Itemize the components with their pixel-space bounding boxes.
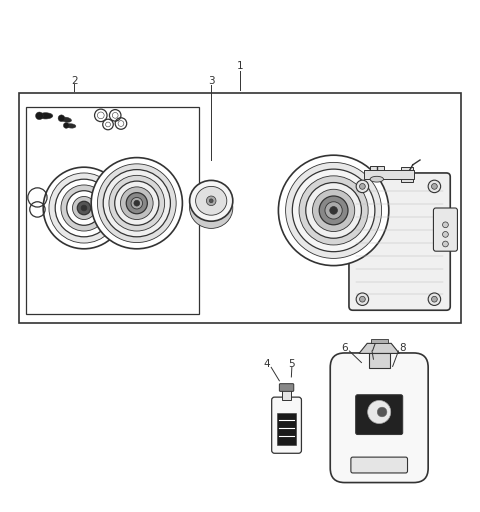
Bar bbox=[19, 93, 461, 323]
Circle shape bbox=[63, 122, 69, 129]
Circle shape bbox=[443, 222, 448, 228]
Ellipse shape bbox=[196, 186, 227, 215]
Circle shape bbox=[209, 199, 213, 203]
Text: 1: 1 bbox=[237, 61, 243, 71]
FancyBboxPatch shape bbox=[279, 383, 294, 391]
Circle shape bbox=[109, 175, 165, 231]
Ellipse shape bbox=[61, 117, 72, 122]
Text: 7: 7 bbox=[369, 343, 375, 353]
Circle shape bbox=[61, 185, 107, 231]
Ellipse shape bbox=[38, 113, 53, 119]
Ellipse shape bbox=[66, 124, 76, 128]
Ellipse shape bbox=[190, 180, 233, 221]
Ellipse shape bbox=[370, 176, 384, 182]
Circle shape bbox=[115, 181, 159, 225]
Circle shape bbox=[134, 200, 140, 206]
Circle shape bbox=[432, 183, 437, 189]
Circle shape bbox=[330, 206, 337, 214]
Bar bbox=[370, 166, 384, 179]
Circle shape bbox=[72, 197, 96, 220]
Circle shape bbox=[97, 164, 176, 243]
Circle shape bbox=[368, 400, 391, 423]
Bar bbox=[277, 414, 296, 444]
Circle shape bbox=[443, 231, 448, 237]
Bar bbox=[26, 107, 199, 313]
Circle shape bbox=[55, 179, 113, 237]
Circle shape bbox=[312, 189, 355, 231]
Circle shape bbox=[206, 196, 216, 206]
Bar bbox=[369, 353, 390, 368]
FancyBboxPatch shape bbox=[356, 395, 403, 435]
Circle shape bbox=[356, 180, 369, 193]
Circle shape bbox=[306, 183, 361, 238]
Circle shape bbox=[77, 201, 91, 215]
Circle shape bbox=[292, 169, 375, 252]
Circle shape bbox=[120, 187, 153, 220]
FancyBboxPatch shape bbox=[433, 208, 457, 251]
Text: 3: 3 bbox=[208, 76, 215, 86]
Circle shape bbox=[36, 112, 43, 120]
Bar bbox=[401, 167, 413, 182]
Circle shape bbox=[377, 407, 387, 417]
Circle shape bbox=[360, 183, 365, 189]
Circle shape bbox=[67, 191, 101, 225]
Text: 6: 6 bbox=[341, 343, 348, 353]
Circle shape bbox=[319, 196, 348, 225]
Circle shape bbox=[299, 176, 368, 245]
Circle shape bbox=[43, 167, 125, 249]
Circle shape bbox=[360, 296, 365, 302]
Circle shape bbox=[325, 202, 342, 219]
Circle shape bbox=[58, 115, 65, 122]
Text: 8: 8 bbox=[399, 343, 406, 353]
Ellipse shape bbox=[190, 187, 233, 228]
FancyBboxPatch shape bbox=[272, 397, 301, 453]
Circle shape bbox=[428, 293, 441, 306]
FancyBboxPatch shape bbox=[351, 457, 408, 473]
Bar bbox=[364, 169, 414, 179]
Circle shape bbox=[131, 198, 143, 209]
Text: 2: 2 bbox=[71, 76, 78, 86]
Circle shape bbox=[286, 162, 382, 259]
Circle shape bbox=[443, 241, 448, 247]
Bar bbox=[282, 390, 291, 400]
Circle shape bbox=[103, 169, 170, 237]
Circle shape bbox=[428, 180, 441, 193]
FancyBboxPatch shape bbox=[349, 173, 450, 310]
Circle shape bbox=[278, 155, 389, 266]
Circle shape bbox=[49, 173, 119, 243]
Circle shape bbox=[356, 293, 369, 306]
Text: 4: 4 bbox=[263, 359, 270, 369]
Bar bbox=[371, 338, 388, 344]
FancyBboxPatch shape bbox=[330, 353, 428, 482]
Circle shape bbox=[126, 193, 147, 214]
Text: 5: 5 bbox=[288, 359, 295, 369]
Polygon shape bbox=[359, 344, 399, 353]
Circle shape bbox=[81, 205, 87, 211]
Circle shape bbox=[91, 158, 182, 249]
Circle shape bbox=[432, 296, 437, 302]
